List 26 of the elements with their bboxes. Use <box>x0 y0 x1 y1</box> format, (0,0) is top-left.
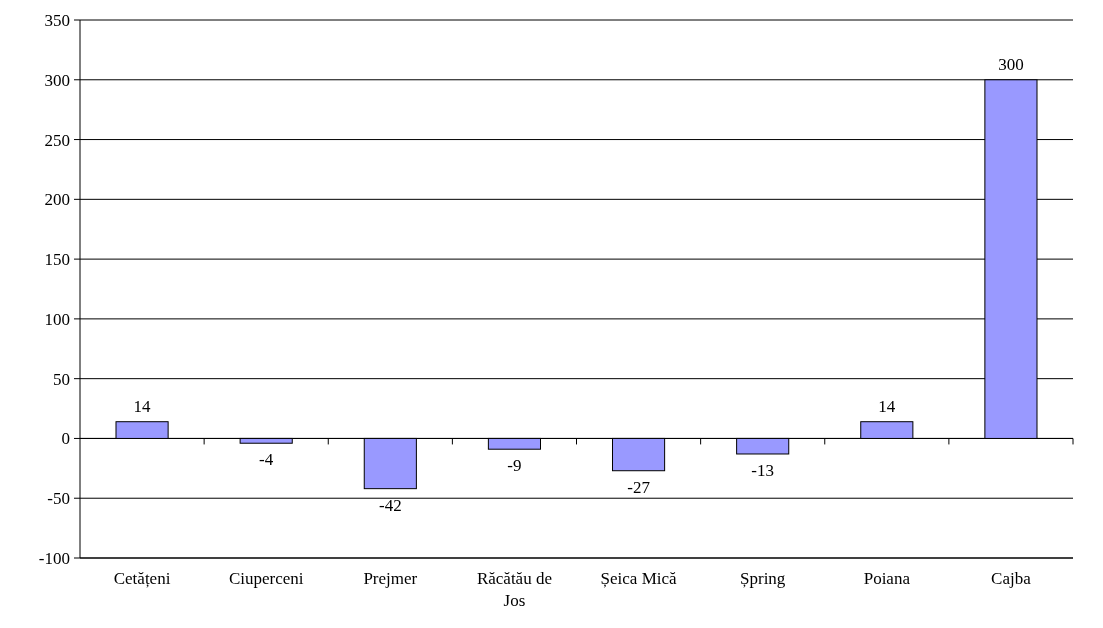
y-tick-label: 100 <box>44 309 70 329</box>
x-tick-label: Șeica Mică <box>600 569 678 588</box>
y-tick-label: -50 <box>47 489 70 509</box>
data-label: 14 <box>878 396 896 416</box>
data-label: -4 <box>259 450 274 470</box>
x-tick-label: Răcătău de Jos <box>476 569 552 610</box>
data-label: -27 <box>627 477 651 497</box>
x-tick-label: Prejmer <box>363 569 418 588</box>
y-tick-label: 150 <box>44 250 70 270</box>
y-tick-label: 250 <box>44 130 70 150</box>
x-tick-label: Șpring <box>740 569 786 588</box>
y-tick-label: 200 <box>44 190 70 210</box>
y-tick-label: -100 <box>38 548 70 568</box>
y-tick-label: 50 <box>53 369 70 389</box>
data-label: -9 <box>507 456 522 476</box>
data-label: -13 <box>751 460 775 480</box>
x-tick-label: Cetățeni <box>113 569 171 588</box>
y-tick-label: 350 <box>44 10 70 30</box>
data-label: 14 <box>133 396 152 416</box>
x-tick-label: Ciuperceni <box>228 569 304 588</box>
x-tick-label: Cajba <box>991 569 1032 588</box>
y-tick-label: 0 <box>61 429 70 449</box>
x-tick-label: Poiana <box>863 569 911 588</box>
y-tick-label: 300 <box>44 70 70 90</box>
data-label: -42 <box>378 495 402 515</box>
data-label: 300 <box>998 54 1024 74</box>
